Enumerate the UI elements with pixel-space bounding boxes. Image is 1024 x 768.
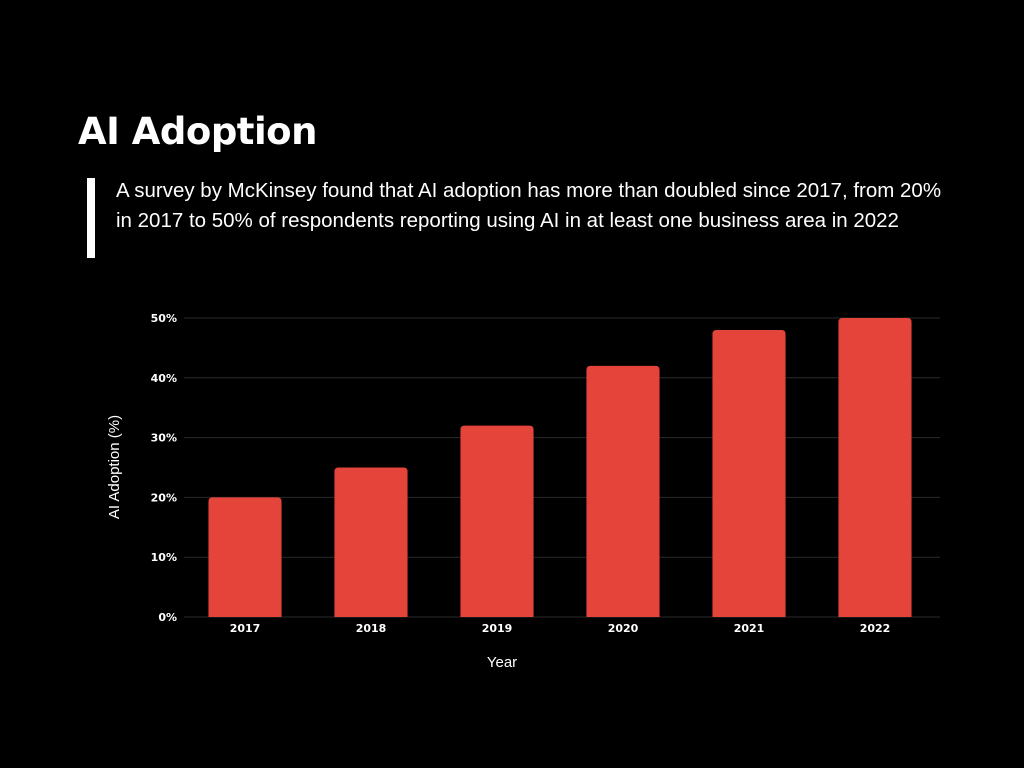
page-title: AI Adoption xyxy=(78,110,317,153)
bar-2019 xyxy=(460,425,534,617)
bar-2021 xyxy=(712,329,786,617)
bars xyxy=(208,318,912,617)
bar-2018 xyxy=(334,467,408,617)
y-tick-label: 40% xyxy=(151,372,177,385)
x-tick-label: 2019 xyxy=(482,622,513,635)
y-axis-ticks: 0% 10% 20% 30% 40% 50% xyxy=(151,312,177,624)
gridlines xyxy=(184,317,940,618)
x-axis-title: Year xyxy=(487,654,517,671)
bar-2020 xyxy=(586,365,660,617)
x-tick-label: 2018 xyxy=(356,622,387,635)
bar-2022 xyxy=(838,318,912,617)
y-tick-label: 30% xyxy=(151,432,177,445)
description-text: A survey by McKinsey found that AI adopt… xyxy=(116,179,942,232)
quote-bar xyxy=(87,178,95,258)
y-tick-label: 0% xyxy=(158,611,177,624)
y-tick-label: 50% xyxy=(151,312,177,325)
x-tick-label: 2021 xyxy=(734,622,765,635)
x-tick-label: 2020 xyxy=(608,622,639,635)
y-axis-title: AI Adoption (%) xyxy=(106,415,123,519)
x-tick-label: 2022 xyxy=(860,622,891,635)
x-axis-ticks: 2017 2018 2019 2020 2021 2022 xyxy=(230,622,891,635)
bar-2017 xyxy=(208,497,282,617)
y-tick-label: 10% xyxy=(151,551,177,564)
y-tick-label: 20% xyxy=(151,491,177,504)
x-tick-label: 2017 xyxy=(230,622,261,635)
